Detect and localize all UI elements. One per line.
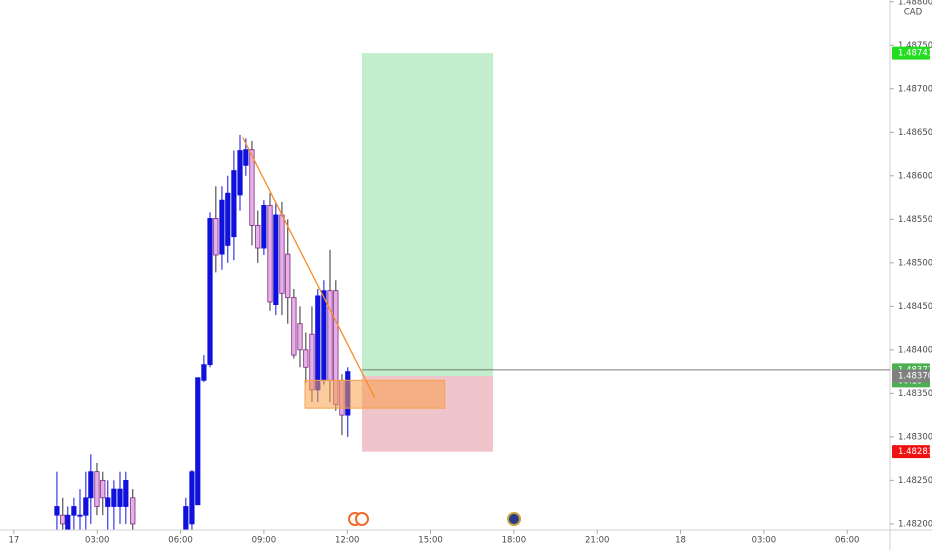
candle-body bbox=[54, 506, 60, 516]
candle-body bbox=[71, 506, 77, 516]
plot-area bbox=[54, 53, 494, 530]
candle-body bbox=[100, 479, 106, 499]
candle-body bbox=[77, 514, 83, 517]
candle-body bbox=[291, 297, 297, 356]
candle-body bbox=[285, 253, 291, 299]
candle-body bbox=[321, 290, 327, 381]
y-tick-label: 1.48600 bbox=[898, 171, 932, 181]
candle-body bbox=[195, 377, 201, 506]
candle-body bbox=[237, 150, 243, 196]
price-label: 1.48283 bbox=[898, 447, 932, 457]
candle-body bbox=[189, 471, 195, 525]
candle-body bbox=[315, 295, 321, 391]
x-tick-label: 12:00 bbox=[335, 536, 360, 546]
candle-body bbox=[111, 488, 117, 507]
candle-body bbox=[303, 349, 309, 368]
candle-body bbox=[94, 471, 100, 507]
y-tick-label: 1.48250 bbox=[898, 476, 932, 486]
candle-body bbox=[249, 149, 255, 226]
candle-body bbox=[60, 514, 66, 525]
candle-body bbox=[207, 218, 213, 366]
y-tick-label: 1.48450 bbox=[898, 302, 932, 312]
y-tick-label: 1.48300 bbox=[898, 432, 932, 442]
candle-body bbox=[231, 170, 237, 238]
candle-body bbox=[183, 506, 189, 530]
profit-zone bbox=[361, 53, 494, 376]
event-icons bbox=[348, 512, 521, 526]
y-tick-label: 1.48650 bbox=[898, 128, 932, 138]
x-tick-label: 18:00 bbox=[502, 536, 527, 546]
x-tick-label: 15:00 bbox=[418, 536, 443, 546]
candle-body bbox=[213, 218, 219, 256]
price-label-box bbox=[892, 46, 930, 60]
y-tick-label: 1.48200 bbox=[898, 519, 932, 529]
y-tick-label: 1.48550 bbox=[898, 215, 932, 225]
zone bbox=[304, 379, 446, 409]
candle-body bbox=[267, 204, 273, 303]
currency-label: CAD bbox=[904, 8, 923, 18]
y-tick-label: 1.48750 bbox=[898, 41, 932, 51]
y-tick-label: 1.48800 bbox=[898, 0, 932, 7]
price-label: 1.48370 bbox=[898, 371, 932, 381]
candle-body bbox=[105, 497, 111, 507]
candle-body bbox=[201, 364, 207, 381]
x-tick-label: 21:00 bbox=[585, 536, 610, 546]
candle-body bbox=[123, 479, 129, 507]
x-tick-label: 06:00 bbox=[835, 536, 860, 546]
candle-body bbox=[88, 471, 94, 499]
candle-body bbox=[117, 488, 123, 507]
candle-body bbox=[273, 214, 279, 305]
price-label-box bbox=[892, 369, 930, 383]
x-tick-label: 17 bbox=[8, 536, 19, 546]
y-tick-label: 1.48350 bbox=[898, 389, 932, 399]
candle-body bbox=[255, 225, 261, 249]
candle-body bbox=[243, 149, 249, 166]
candle-body bbox=[219, 199, 225, 255]
y-tick-label: 1.48700 bbox=[898, 84, 932, 94]
candle-body bbox=[297, 323, 303, 351]
x-tick-label: 06:00 bbox=[168, 536, 193, 546]
candle-body bbox=[279, 214, 285, 294]
x-tick-label: 09:00 bbox=[252, 536, 277, 546]
x-tick-label: 03:00 bbox=[85, 536, 110, 546]
candle-body bbox=[261, 204, 267, 249]
x-tick-label: 03:00 bbox=[752, 536, 777, 546]
y-tick-label: 1.48500 bbox=[898, 258, 932, 268]
price-label-box bbox=[892, 445, 930, 459]
candle-body bbox=[327, 290, 333, 381]
price-label: 1.48741 bbox=[898, 49, 932, 59]
y-tick-label: 1.48400 bbox=[898, 345, 932, 355]
candle-body bbox=[83, 497, 89, 516]
trend-line bbox=[242, 137, 376, 399]
x-tick-label: 18 bbox=[675, 536, 686, 546]
candle-body bbox=[225, 192, 231, 246]
candle-body bbox=[130, 497, 136, 525]
candle-body bbox=[65, 514, 71, 530]
